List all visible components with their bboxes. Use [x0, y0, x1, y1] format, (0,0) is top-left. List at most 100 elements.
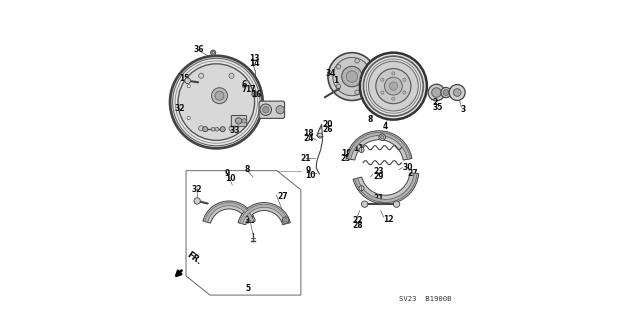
Text: 31: 31	[244, 216, 255, 225]
Circle shape	[342, 70, 349, 77]
Ellipse shape	[206, 80, 233, 112]
Circle shape	[342, 66, 362, 87]
Text: 22: 22	[352, 216, 362, 225]
Text: 5: 5	[245, 284, 250, 293]
Circle shape	[339, 66, 353, 80]
Circle shape	[355, 59, 359, 63]
Text: 27: 27	[408, 169, 419, 178]
Text: 8: 8	[244, 165, 250, 174]
Circle shape	[355, 90, 359, 94]
Text: 26: 26	[323, 125, 333, 134]
Text: 8: 8	[367, 115, 372, 124]
Circle shape	[211, 50, 216, 55]
Text: 1: 1	[333, 76, 338, 85]
Text: 6: 6	[242, 80, 247, 89]
Circle shape	[212, 51, 214, 54]
Circle shape	[252, 91, 257, 97]
Circle shape	[453, 89, 461, 96]
Text: 34: 34	[326, 69, 336, 78]
Text: 7: 7	[242, 85, 247, 94]
Circle shape	[392, 97, 395, 100]
Circle shape	[170, 56, 262, 148]
FancyBboxPatch shape	[259, 101, 285, 118]
Text: 33: 33	[229, 126, 239, 135]
Text: 9: 9	[305, 166, 310, 175]
Circle shape	[229, 126, 234, 131]
Circle shape	[262, 107, 269, 113]
Circle shape	[379, 134, 385, 140]
Text: 10: 10	[225, 174, 236, 183]
Circle shape	[194, 198, 200, 204]
Circle shape	[360, 53, 427, 120]
Circle shape	[215, 91, 224, 100]
Circle shape	[381, 136, 384, 139]
Text: 12: 12	[383, 215, 394, 224]
Circle shape	[359, 147, 364, 152]
Circle shape	[376, 69, 411, 104]
Circle shape	[253, 93, 256, 96]
Text: 2: 2	[433, 98, 438, 107]
Text: 19: 19	[340, 149, 351, 158]
Text: 4: 4	[382, 122, 387, 131]
Text: SV23  B1900B: SV23 B1900B	[399, 296, 452, 302]
Wedge shape	[353, 173, 419, 204]
Wedge shape	[238, 203, 291, 225]
Circle shape	[381, 91, 384, 94]
Circle shape	[385, 77, 403, 95]
Circle shape	[403, 78, 406, 81]
Circle shape	[394, 201, 400, 207]
Circle shape	[282, 217, 289, 223]
Circle shape	[284, 219, 287, 222]
Circle shape	[381, 78, 384, 81]
Text: 29: 29	[373, 172, 384, 181]
Text: FR.: FR.	[185, 250, 203, 266]
Circle shape	[198, 126, 204, 131]
Text: 36: 36	[194, 45, 205, 54]
Circle shape	[333, 57, 371, 96]
Ellipse shape	[209, 83, 230, 108]
FancyBboxPatch shape	[231, 115, 246, 126]
Text: 13: 13	[249, 54, 260, 63]
Text: 28: 28	[352, 221, 362, 230]
Circle shape	[449, 85, 465, 100]
Wedge shape	[346, 131, 412, 160]
Circle shape	[346, 71, 358, 82]
Circle shape	[330, 57, 362, 89]
Circle shape	[336, 64, 340, 69]
Text: 32: 32	[192, 185, 202, 194]
Circle shape	[185, 78, 191, 84]
Circle shape	[220, 127, 225, 132]
Wedge shape	[203, 201, 255, 223]
Circle shape	[392, 72, 395, 75]
Circle shape	[441, 87, 451, 98]
Circle shape	[317, 133, 323, 138]
Text: 24: 24	[303, 134, 314, 143]
Circle shape	[198, 73, 204, 78]
Text: 35: 35	[433, 103, 443, 112]
Circle shape	[428, 84, 445, 101]
Text: 32: 32	[174, 104, 185, 113]
Circle shape	[362, 201, 368, 207]
Text: 30: 30	[403, 163, 413, 172]
Circle shape	[369, 61, 419, 111]
Text: 23: 23	[373, 167, 384, 176]
Wedge shape	[239, 204, 289, 224]
Circle shape	[243, 116, 246, 120]
Text: 9: 9	[225, 169, 230, 178]
Circle shape	[336, 84, 340, 89]
Circle shape	[366, 74, 371, 79]
Circle shape	[211, 127, 215, 131]
Text: 16: 16	[252, 90, 262, 99]
Text: 3: 3	[460, 105, 466, 114]
Text: 21: 21	[300, 154, 310, 163]
Text: 18: 18	[303, 129, 314, 138]
Circle shape	[187, 85, 190, 88]
Circle shape	[203, 127, 208, 132]
Circle shape	[328, 53, 376, 100]
Circle shape	[229, 73, 234, 78]
Circle shape	[243, 85, 246, 88]
Text: 20: 20	[323, 120, 333, 129]
Circle shape	[333, 61, 358, 85]
Wedge shape	[204, 203, 253, 222]
Circle shape	[389, 82, 397, 90]
